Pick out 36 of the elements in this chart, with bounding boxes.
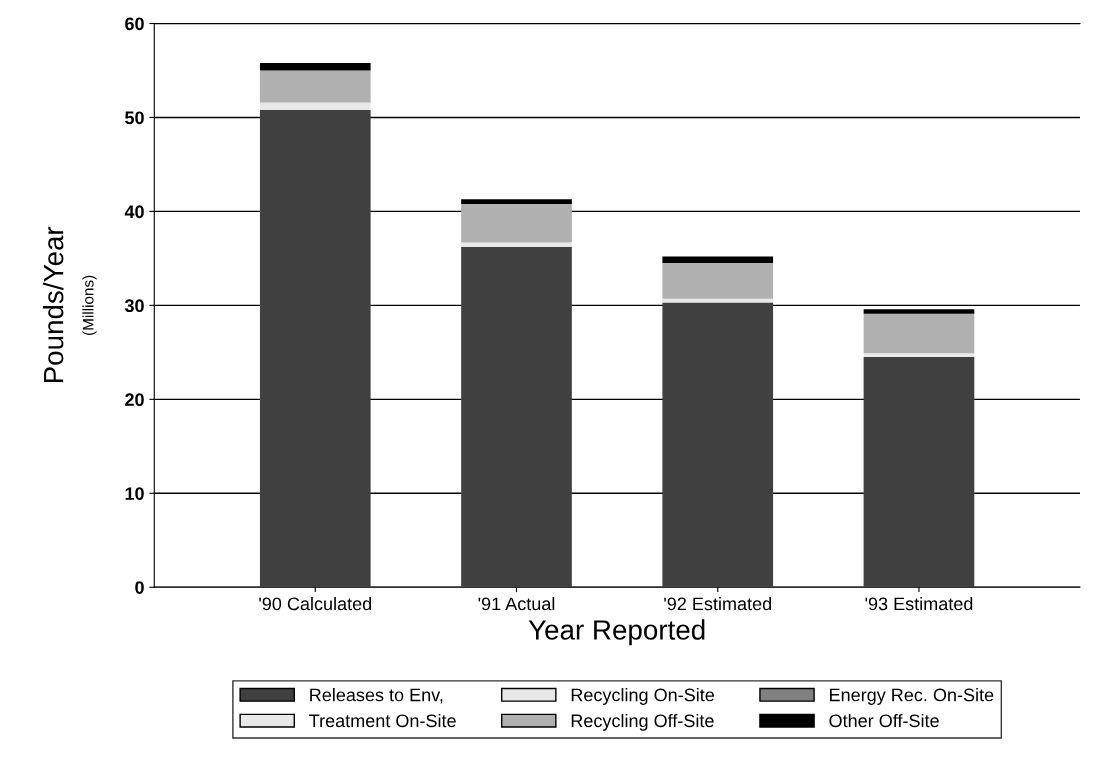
legend-label: Recycling On-Site bbox=[571, 688, 714, 705]
x-tick-label: '93 Estimated bbox=[865, 596, 973, 611]
bar bbox=[259, 62, 371, 71]
x-tick-label: '91 Actual bbox=[478, 596, 555, 611]
y-tick-label: 40 bbox=[124, 205, 144, 219]
y-axis-title: Pounds/Year bbox=[43, 226, 64, 383]
x-tick-label: '92 Estimated bbox=[664, 596, 771, 611]
text: (Millions) bbox=[82, 275, 97, 335]
bar bbox=[662, 298, 774, 303]
bar bbox=[259, 109, 371, 588]
legend-label: Other Off-Site bbox=[829, 713, 939, 728]
legend-label: Recycling Off-Site bbox=[571, 713, 714, 731]
y-tick-label: 30 bbox=[124, 299, 144, 313]
x-tick-label: '90 Calculated bbox=[259, 596, 372, 611]
y-tick-label: 50 bbox=[125, 111, 144, 125]
bar bbox=[863, 313, 975, 354]
y-tick-label: 60 bbox=[125, 17, 144, 31]
y-tick-label: 0 bbox=[135, 581, 144, 594]
y-tick-label: 20 bbox=[125, 393, 144, 407]
legend-label: Energy Rec. On-Site bbox=[830, 688, 994, 705]
legend-label: Releases to Env, bbox=[310, 688, 443, 704]
bar bbox=[662, 256, 774, 264]
bar bbox=[863, 353, 975, 358]
bar bbox=[863, 309, 975, 314]
legend-label: Treatment On-Site bbox=[309, 713, 456, 728]
bar bbox=[662, 302, 774, 588]
bar bbox=[461, 242, 572, 248]
bar bbox=[662, 263, 774, 299]
bar bbox=[259, 102, 371, 110]
bar bbox=[461, 203, 572, 243]
y-tick-label: 10 bbox=[125, 487, 144, 501]
bar bbox=[461, 199, 572, 204]
bar bbox=[259, 70, 371, 103]
bar bbox=[461, 247, 572, 588]
bar bbox=[863, 357, 975, 588]
x-axis-title: Year Reported bbox=[528, 619, 705, 646]
